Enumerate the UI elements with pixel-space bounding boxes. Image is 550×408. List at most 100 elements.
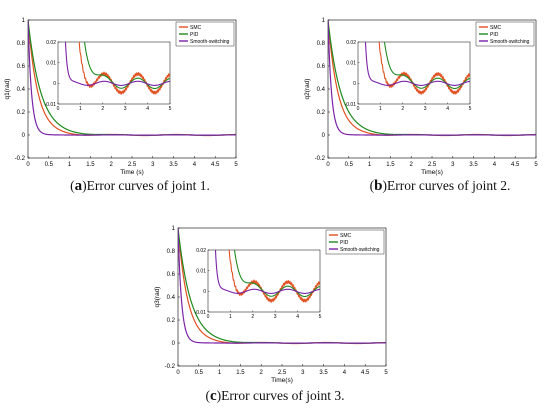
chart-panel-b: 0 0.5 1 1.5 2 2.5 3 3.5 4 4.5 5 -0.2 0 0.2 0.4 0.6 0.8 1 T… [300,16,550,176]
legend-label-c-0: SMC [340,233,352,239]
inset-x-tick-label-a-2: 2 [101,106,104,112]
inset-series-line-b-0 [378,42,470,96]
inset-frame-b [357,41,471,105]
x-tick-label-a-7: 3.5 [169,162,178,168]
x-tick-label-b-10: 5 [534,162,538,168]
legend-label-b-0: SMC [490,25,502,31]
y-tick-label-a-5: 0.8 [17,41,26,47]
legend-label-c-2: Smooth-switching [340,247,380,253]
inset-x-tick-label-b-0: 0 [357,106,360,112]
inset-x-tick-label-a-3: 3 [124,106,127,112]
inset-y-tick-label-b-2: 0.01 [346,60,356,66]
x-tick-label-b-1: 0.5 [345,162,354,168]
y-tick-label-a-1: 0 [22,133,26,139]
caption-a-text: Error curves of joint 1. [86,178,210,193]
x-tick-label-b-5: 2.5 [428,162,437,168]
x-tick-label-c-8: 4 [343,370,347,376]
x-axis-label-a: Time (s) [120,169,144,176]
inset-frame-a [57,41,171,105]
series-line-a-2 [28,20,236,136]
y-tick-label-c-0: -0.2 [165,364,176,370]
x-tick-label-b-4: 2 [410,162,414,168]
legend-label-b-2: Smooth-switching [490,39,530,45]
x-tick-label-b-0: 0 [326,162,330,168]
legend-label-c-1: PID [340,240,349,246]
caption-b-text: Error curves of joint 2. [387,178,511,193]
x-tick-label-a-9: 4.5 [211,162,220,168]
y-tick-label-b-4: 0.6 [317,64,326,70]
x-tick-label-a-5: 2.5 [128,162,137,168]
caption-b-label: b [374,178,383,194]
inset-x-tick-label-c-4: 4 [296,314,299,320]
inset-x-tick-label-c-5: 5 [319,314,322,320]
caption-a-label: a [74,178,83,194]
inset-x-tick-label-b-5: 5 [469,106,472,112]
x-tick-label-c-5: 2.5 [278,370,287,376]
inset-y-tick-label-a-2: 0.01 [46,60,56,66]
chart-a-svg: 0 0.5 1 1.5 2 2.5 3 3.5 4 4.5 5-0.200.20.40.60.81T… [4,18,238,176]
y-tick-label-b-6: 1 [322,18,326,24]
x-tick-label-a-1: 0.5 [45,162,54,168]
inset-curves-c [214,250,320,304]
x-tick-label-c-1: 0.5 [195,370,204,376]
x-tick-label-b-6: 3 [451,162,455,168]
x-tick-label-a-8: 4 [193,162,197,168]
chart-b-svg: 0 0.5 1 1.5 2 2.5 3 3.5 4 4.5 5-0.200.20.40.60.81T… [304,18,538,176]
legend-label-b-1: PID [490,32,499,38]
y-tick-label-c-4: 0.6 [167,272,176,278]
chart-panel-a: 0 0.5 1 1.5 2 2.5 3 3.5 4 4.5 5 -0.2 0 0.2 0.4 0.6 0.8 1 T… [0,16,250,176]
inset-series-line-c-0 [228,250,320,304]
y-tick-label-b-3: 0.4 [317,87,326,93]
x-tick-label-b-8: 4 [493,162,497,168]
caption-b: (b)Error curves of joint 2. [369,178,511,194]
inset-x-tick-label-b-2: 2 [401,106,404,112]
chart-c-svg: 0 0.5 1 1.5 2 2.5 3 3.5 4 4.5 5-0.200.20.40.60.81T… [154,226,388,384]
x-tick-label-c-4: 2 [260,370,264,376]
inset-x-tick-label-b-4: 4 [446,106,449,112]
x-tick-label-a-3: 1.5 [86,162,95,168]
x-tick-label-b-7: 3.5 [469,162,478,168]
inset-x-tick-label-b-3: 3 [424,106,427,112]
x-tick-label-c-0: 0 [176,370,180,376]
inset-y-tick-label-c-1: 0 [203,289,206,295]
x-tick-label-a-6: 3 [151,162,155,168]
x-tick-label-b-9: 4.5 [511,162,520,168]
inset-series-line-a-0 [78,42,170,96]
inset-x-tick-label-a-5: 5 [169,106,172,112]
x-tick-label-c-3: 1.5 [236,370,245,376]
x-tick-label-b-2: 1 [368,162,372,168]
x-axis-label-b: Time(s) [421,169,443,176]
y-tick-label-c-1: 0 [172,341,176,347]
caption-a: (a)Error curves of joint 1. [70,178,210,194]
inset-y-tick-label-b-0: -0.01 [345,102,357,108]
inset-y-tick-label-a-1: 0 [53,81,56,87]
y-tick-label-a-6: 1 [22,18,26,24]
inset-y-tick-label-a-0: -0.01 [45,102,57,108]
inset-x-tick-label-a-0: 0 [57,106,60,112]
y-axis-label-c: q3(rad) [154,287,161,308]
inset-x-tick-label-c-0: 0 [207,314,210,320]
y-tick-label-c-2: 0.2 [167,318,176,324]
x-tick-label-a-0: 0 [26,162,30,168]
y-tick-label-b-1: 0 [322,133,326,139]
x-axis-label-c: Time(s) [271,377,293,384]
y-tick-label-b-2: 0.2 [317,110,326,116]
x-tick-label-a-4: 2 [110,162,114,168]
y-tick-label-a-2: 0.2 [17,110,26,116]
series-line-c-2 [178,228,386,344]
inset-x-tick-label-b-1: 1 [379,106,382,112]
inset-frame-c [207,249,321,313]
legend-label-a-0: SMC [190,25,202,31]
x-tick-label-c-9: 4.5 [361,370,370,376]
y-axis-label-a: q1(rad) [4,79,11,100]
inset-series-line-a-2 [64,42,170,86]
y-tick-label-a-3: 0.4 [17,87,26,93]
series-line-b-2 [328,20,536,136]
y-tick-label-c-6: 1 [172,226,176,232]
y-tick-label-c-5: 0.8 [167,249,176,255]
inset-x-tick-label-c-3: 3 [274,314,277,320]
inset-curves-a [64,42,170,96]
inset-x-tick-label-a-4: 4 [146,106,149,112]
inset-curves-b [364,42,470,96]
y-tick-label-b-5: 0.8 [317,41,326,47]
